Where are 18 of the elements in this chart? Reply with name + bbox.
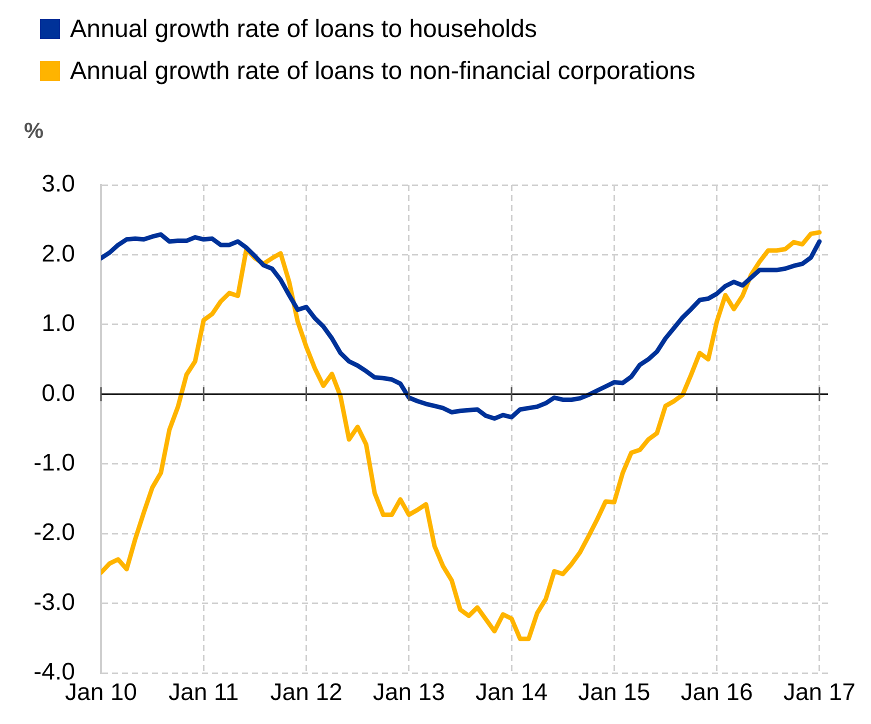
y-tick-label: 0.0 [42, 380, 75, 407]
x-tick-label: Jan 16 [680, 679, 753, 706]
y-tick-label: 2.0 [42, 240, 75, 268]
x-tick-label: Jan 15 [578, 679, 650, 706]
x-tick-label: Jan 14 [476, 679, 548, 706]
y-tick-label: -3.0 [34, 588, 75, 616]
x-tick-label: Jan 13 [372, 679, 445, 706]
y-axis-title: % [24, 118, 44, 144]
x-tick-label: Jan 12 [270, 679, 342, 706]
legend-label: Annual growth rate of loans to households [70, 14, 537, 44]
x-tick-label: Jan 11 [168, 679, 239, 706]
y-tick-label: 1.0 [42, 310, 75, 338]
y-tick-label: 3.0 [42, 170, 75, 198]
x-tick-label: Jan 17 [783, 679, 856, 706]
legend-label: Annual growth rate of loans to non-financial corporations [70, 56, 696, 86]
x-tick-label: Jan 10 [64, 679, 138, 706]
y-tick-label: -2.0 [34, 519, 75, 546]
y-tick-label: -1.0 [34, 449, 75, 476]
